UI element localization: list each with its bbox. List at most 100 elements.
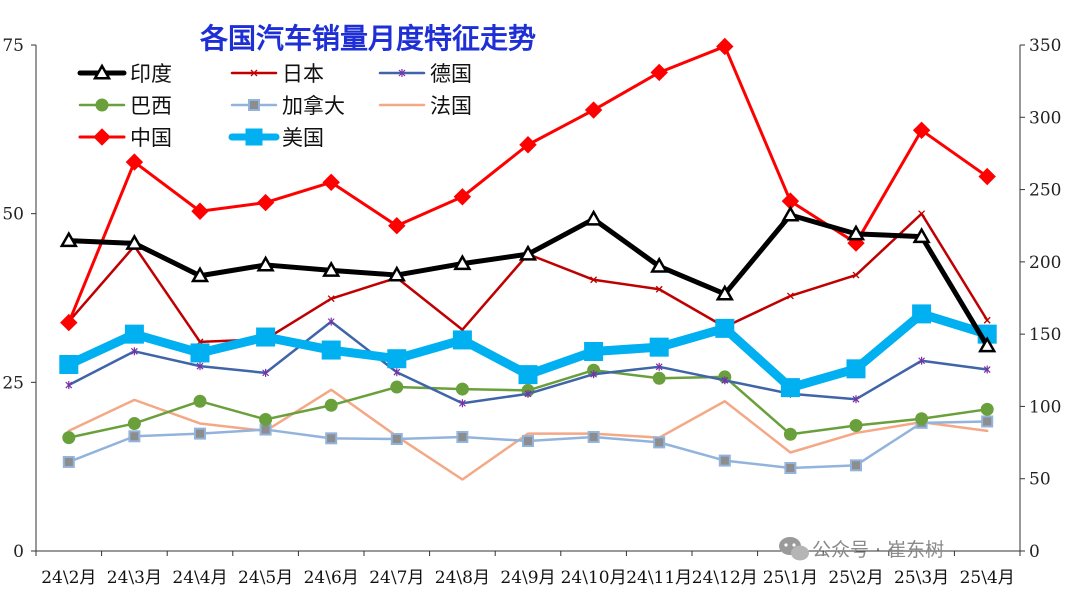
- data-point: [652, 371, 666, 385]
- legend-label: 日本: [282, 62, 324, 86]
- data-point: [390, 433, 403, 446]
- data-point: [456, 430, 469, 443]
- data-point: [125, 153, 144, 171]
- data-point: [852, 395, 860, 404]
- data-point: [452, 330, 472, 350]
- data-point: [584, 209, 603, 226]
- x-marker-stroke: [655, 285, 663, 293]
- data-point: [912, 227, 931, 244]
- data-point: [62, 431, 76, 445]
- series-加拿大: [62, 415, 994, 475]
- legend-label: 法国: [430, 94, 472, 118]
- data-point: [259, 423, 272, 436]
- data-point: [584, 101, 603, 119]
- data-point: [846, 359, 866, 379]
- data-point: [718, 454, 731, 467]
- y-right-tick-label: 50: [1029, 470, 1051, 490]
- data-point: [193, 394, 207, 408]
- data-point: [590, 276, 598, 284]
- data-point: [786, 292, 794, 300]
- x-tick-label: 24\9月: [500, 568, 555, 588]
- x-tick-label: 24\8月: [435, 568, 490, 588]
- data-point: [453, 254, 472, 271]
- data-point: [980, 402, 994, 416]
- x-marker-stroke: [327, 295, 335, 303]
- y-left-tick-label: 50: [2, 205, 24, 225]
- axes: 0 25 50 75 0 50 100 150 200 250 300 350 24\2月 24\3月 24…: [2, 36, 1061, 588]
- data-point: [649, 337, 669, 357]
- data-point: [852, 271, 860, 279]
- data-point: [130, 347, 138, 356]
- x-marker-stroke: [590, 276, 598, 284]
- data-point: [455, 382, 469, 396]
- x-tick-label: 24\10月: [561, 568, 627, 588]
- data-point: [190, 266, 210, 283]
- data-point: [978, 167, 996, 186]
- legend-swatch-marker: [250, 69, 258, 77]
- x-tick-label: 24\6月: [304, 568, 359, 588]
- data-point: [590, 370, 598, 379]
- data-point: [390, 380, 404, 394]
- data-point: [518, 365, 538, 385]
- x-marker-stroke: [918, 210, 926, 218]
- legend-swatch-marker: [92, 63, 112, 80]
- data-point: [125, 233, 144, 250]
- data-point: [983, 365, 991, 374]
- y-left-tick-label: 0: [13, 542, 24, 562]
- data-point: [918, 356, 926, 365]
- x-tick-label: 25\1月: [763, 568, 818, 588]
- data-point: [124, 324, 144, 344]
- x-marker-stroke: [250, 69, 258, 77]
- data-point: [327, 295, 335, 303]
- data-point: [327, 317, 335, 326]
- data-point: [715, 284, 734, 301]
- x-tick-label: 25\4月: [960, 568, 1015, 588]
- data-point: [522, 435, 534, 448]
- data-point: [256, 327, 276, 347]
- data-point: [978, 336, 997, 353]
- data-point: [850, 459, 862, 472]
- data-point: [780, 378, 800, 398]
- legend-label: 印度: [130, 62, 172, 86]
- y-right-tick-label: 0: [1029, 542, 1040, 562]
- data-point: [387, 265, 406, 282]
- data-point: [518, 244, 538, 261]
- data-point: [783, 427, 797, 441]
- data-point: [524, 389, 532, 398]
- data-point: [655, 285, 663, 293]
- legend-swatch-marker: [398, 69, 406, 77]
- data-point: [191, 202, 209, 220]
- series-美国: [59, 304, 997, 398]
- data-point: [981, 415, 994, 428]
- legend-item-法国: 法国: [378, 94, 472, 118]
- x-tick-label: 24\12月: [692, 568, 758, 588]
- data-point: [62, 455, 75, 468]
- legend-label: 德国: [430, 62, 472, 86]
- y-right-tick-label: 100: [1029, 397, 1061, 417]
- legend-item-加拿大: 加拿大: [230, 94, 345, 118]
- data-point: [650, 63, 668, 82]
- series-中国: [60, 37, 996, 332]
- y-right-tick-label: 200: [1029, 253, 1061, 273]
- x-tick-label: 25\2月: [828, 568, 883, 588]
- legend-swatch-marker: [93, 128, 111, 146]
- data-point: [128, 430, 141, 443]
- x-tick-label: 24\7月: [369, 568, 424, 588]
- data-point: [784, 462, 797, 475]
- data-point: [912, 304, 932, 324]
- data-point: [322, 173, 340, 192]
- data-point: [393, 368, 401, 377]
- data-point: [256, 193, 275, 212]
- x-marker-stroke: [786, 292, 794, 300]
- legend-item-中国: 中国: [78, 126, 172, 150]
- legend-swatch-marker: [248, 99, 260, 111]
- legend-label: 中国: [130, 126, 172, 150]
- data-point: [653, 436, 666, 449]
- data-point: [196, 362, 204, 371]
- x-marker-stroke: [983, 316, 991, 324]
- series-line: [67, 388, 989, 481]
- data-point: [190, 343, 210, 363]
- data-point: [325, 432, 338, 445]
